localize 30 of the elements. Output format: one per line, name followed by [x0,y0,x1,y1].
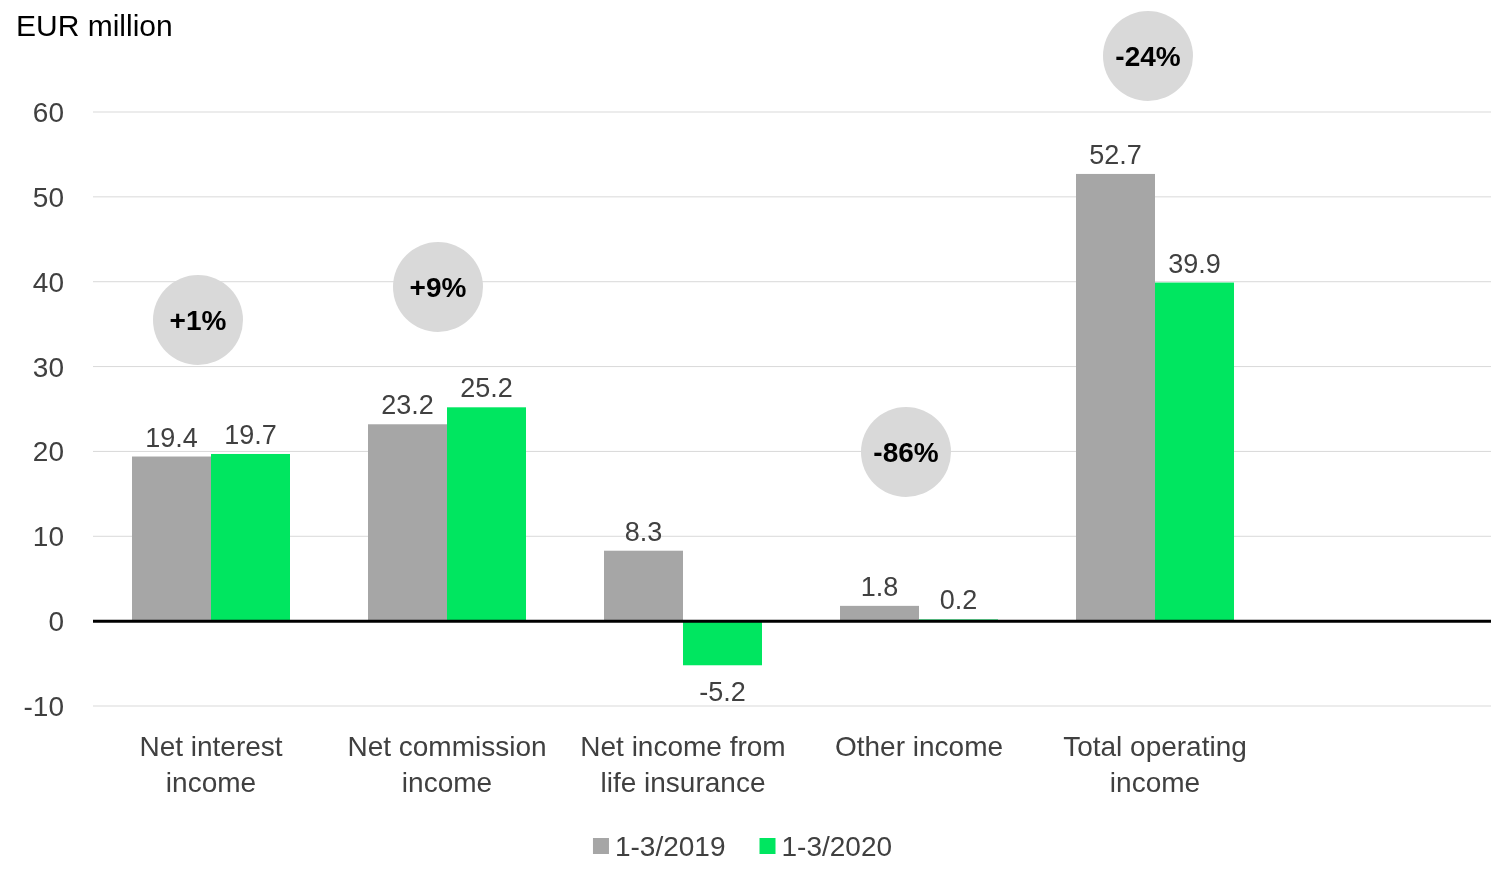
data-label: 23.2 [381,390,434,421]
data-label: 19.7 [224,419,277,450]
x-tick-label: Net interest income [139,731,283,798]
y-tick-label: 50 [32,181,64,213]
y-tick-label: 60 [32,97,64,128]
data-label: 25.2 [460,373,513,404]
data-label: 0.2 [939,585,978,616]
data-label: -5.2 [699,677,746,708]
data-label: 39.9 [1168,248,1221,279]
y-tick-label: 0 [48,606,64,638]
text: -24% [1115,41,1181,72]
y-tick-label: 30 [32,351,64,383]
chart-title: EUR million [16,9,173,42]
x-tick-label: Other income [834,731,1004,762]
y-tick-label: 10 [32,521,64,553]
x-tick-label: Net commission income [347,731,547,798]
annotation: +9% [409,272,467,303]
data-label: 1.8 [860,571,899,602]
x-tick-label: Total operating income [1063,731,1247,798]
y-tick-label: -10 [23,691,64,722]
data-label: 8.3 [624,516,663,547]
data-label: 19.4 [145,422,198,453]
y-tick-label: 40 [32,266,64,298]
data-label: 52.7 [1089,139,1142,170]
legend-label: 1-3/2020 [781,831,893,862]
legend-label: 1-3/2019 [614,831,726,862]
y-tick-label: 20 [32,436,64,468]
annotation: -86% [873,437,939,468]
x-tick-label: Net income from life insurance [580,731,786,798]
annotation: +1% [169,305,227,336]
